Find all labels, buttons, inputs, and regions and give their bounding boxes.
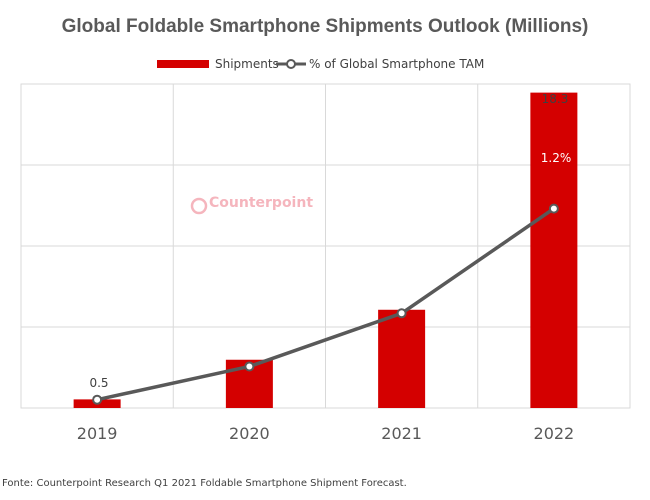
x-tick-2020: 2020 <box>229 424 270 443</box>
watermark: Counterpoint <box>190 195 313 215</box>
data-label-2022-tam: 1.2% <box>541 151 572 165</box>
x-tick-2022: 2022 <box>534 424 575 443</box>
legend: Shipments % of Global Smartphone TAM <box>157 57 484 71</box>
data-label-2022-shipments: 18.3 <box>542 92 569 106</box>
bar-2022 <box>530 92 578 409</box>
x-tick-2021: 2021 <box>381 424 422 443</box>
tam-point-2021 <box>396 308 407 319</box>
legend-swatch-shipments <box>157 60 209 68</box>
tam-line <box>92 203 559 405</box>
legend-label-tam: % of Global Smartphone TAM <box>309 57 484 71</box>
bar-2021 <box>378 309 426 408</box>
legend-marker-tam <box>286 59 296 69</box>
tam-point-2019 <box>92 394 103 405</box>
chart-title: Global Foldable Smartphone Shipments Out… <box>61 16 589 37</box>
tam-point-2020 <box>244 361 255 372</box>
watermark-text: Counterpoint <box>209 195 313 211</box>
tam-point-2022 <box>548 203 559 214</box>
plot-frame <box>20 83 631 409</box>
gridlines <box>21 84 630 408</box>
legend-label-shipments: Shipments <box>215 57 279 71</box>
watermark-logo-icon <box>190 197 208 215</box>
tam-line-path <box>96 207 555 402</box>
x-tick-2019: 2019 <box>77 424 118 443</box>
source-note: Fonte: Counterpoint Research Q1 2021 Fol… <box>2 478 407 489</box>
data-label-2019-shipments: 0.5 <box>89 376 108 390</box>
x-tick-labels: 2019 2020 2021 2022 <box>77 424 574 443</box>
